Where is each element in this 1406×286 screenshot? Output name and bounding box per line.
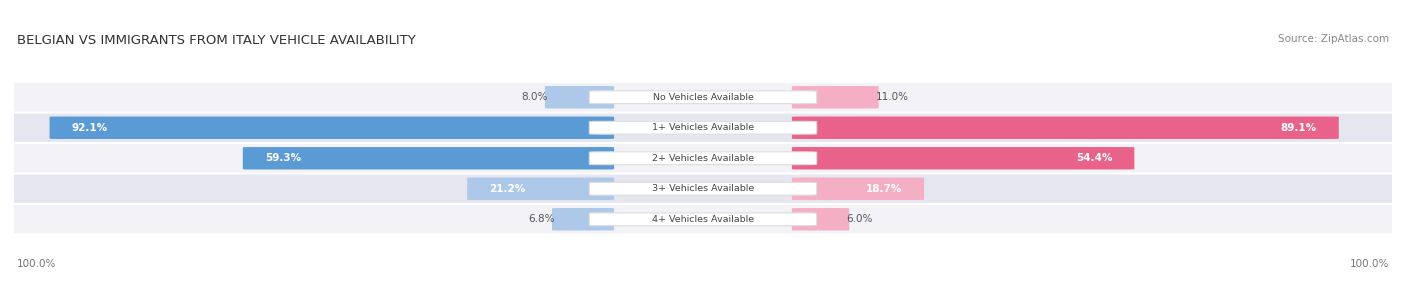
- Text: Source: ZipAtlas.com: Source: ZipAtlas.com: [1278, 34, 1389, 44]
- Text: 4+ Vehicles Available: 4+ Vehicles Available: [652, 215, 754, 224]
- Text: No Vehicles Available: No Vehicles Available: [652, 93, 754, 102]
- Text: BELGIAN VS IMMIGRANTS FROM ITALY VEHICLE AVAILABILITY: BELGIAN VS IMMIGRANTS FROM ITALY VEHICLE…: [17, 34, 416, 47]
- Text: 100.0%: 100.0%: [1350, 259, 1389, 269]
- FancyBboxPatch shape: [546, 86, 614, 108]
- Text: 1+ Vehicles Available: 1+ Vehicles Available: [652, 123, 754, 132]
- Text: 11.0%: 11.0%: [876, 92, 908, 102]
- Text: 6.8%: 6.8%: [529, 214, 555, 224]
- Text: 100.0%: 100.0%: [17, 259, 56, 269]
- FancyBboxPatch shape: [589, 152, 817, 165]
- FancyBboxPatch shape: [243, 147, 614, 170]
- Text: 92.1%: 92.1%: [72, 123, 108, 133]
- FancyBboxPatch shape: [467, 178, 614, 200]
- FancyBboxPatch shape: [0, 174, 1406, 203]
- Text: 18.7%: 18.7%: [866, 184, 903, 194]
- FancyBboxPatch shape: [553, 208, 614, 231]
- FancyBboxPatch shape: [792, 147, 1135, 170]
- Text: 54.4%: 54.4%: [1076, 153, 1112, 163]
- Text: 3+ Vehicles Available: 3+ Vehicles Available: [652, 184, 754, 193]
- Text: 2+ Vehicles Available: 2+ Vehicles Available: [652, 154, 754, 163]
- FancyBboxPatch shape: [0, 205, 1406, 233]
- Text: 59.3%: 59.3%: [264, 153, 301, 163]
- FancyBboxPatch shape: [0, 83, 1406, 112]
- FancyBboxPatch shape: [0, 144, 1406, 172]
- FancyBboxPatch shape: [589, 182, 817, 195]
- FancyBboxPatch shape: [589, 213, 817, 226]
- FancyBboxPatch shape: [792, 178, 924, 200]
- Text: 21.2%: 21.2%: [489, 184, 526, 194]
- FancyBboxPatch shape: [792, 86, 879, 108]
- FancyBboxPatch shape: [792, 116, 1339, 139]
- Text: 6.0%: 6.0%: [846, 214, 873, 224]
- FancyBboxPatch shape: [792, 208, 849, 231]
- FancyBboxPatch shape: [49, 116, 614, 139]
- FancyBboxPatch shape: [589, 91, 817, 104]
- Text: 89.1%: 89.1%: [1281, 123, 1316, 133]
- FancyBboxPatch shape: [589, 121, 817, 134]
- Text: 8.0%: 8.0%: [522, 92, 548, 102]
- FancyBboxPatch shape: [0, 114, 1406, 142]
